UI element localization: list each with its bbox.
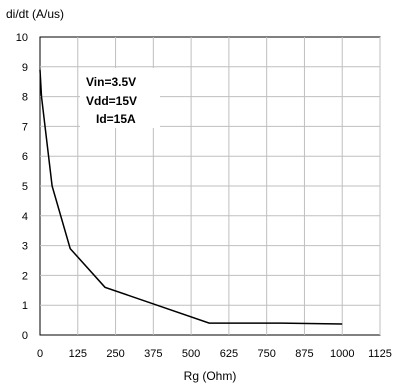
x-tick-labels: 0 125 250 375 500 625 750 875 1000 1125 [37, 348, 392, 360]
x-tick-label: 500 [182, 348, 200, 360]
y-tick-label: 3 [22, 241, 28, 253]
y-tick-label: 0 [22, 330, 28, 342]
x-tick-label: 1125 [368, 348, 392, 360]
annotation-box [80, 68, 160, 128]
x-axis-label: Rg (Ohm) [184, 369, 237, 383]
y-tick-label: 2 [22, 270, 28, 282]
annotation-vdd: Vdd=15V [86, 94, 137, 108]
y-tick-label: 6 [22, 151, 28, 163]
x-tick-label: 250 [106, 348, 124, 360]
y-tick-label: 7 [22, 121, 28, 133]
y-tick-label: 10 [16, 32, 28, 44]
annotation-vin: Vin=3.5V [86, 75, 136, 89]
x-tick-label: 0 [37, 348, 43, 360]
x-tick-label: 375 [144, 348, 162, 360]
y-axis-label: di/dt (A/us) [6, 7, 64, 21]
y-tick-label: 8 [22, 92, 28, 104]
annotation-id: Id=15A [96, 112, 136, 126]
x-tick-label: 875 [295, 348, 313, 360]
x-tick-label: 625 [220, 348, 238, 360]
y-tick-label: 4 [22, 211, 28, 223]
series-line [39, 69, 343, 325]
y-tick-label: 1 [22, 300, 28, 312]
x-tick-label: 125 [69, 348, 87, 360]
y-tick-label: 9 [22, 62, 28, 74]
y-tick-labels: 0 1 2 3 4 5 6 7 8 9 10 [16, 32, 28, 342]
x-tick-label: 1000 [330, 348, 354, 360]
y-tick-label: 5 [22, 181, 28, 193]
x-tick-label: 750 [257, 348, 275, 360]
